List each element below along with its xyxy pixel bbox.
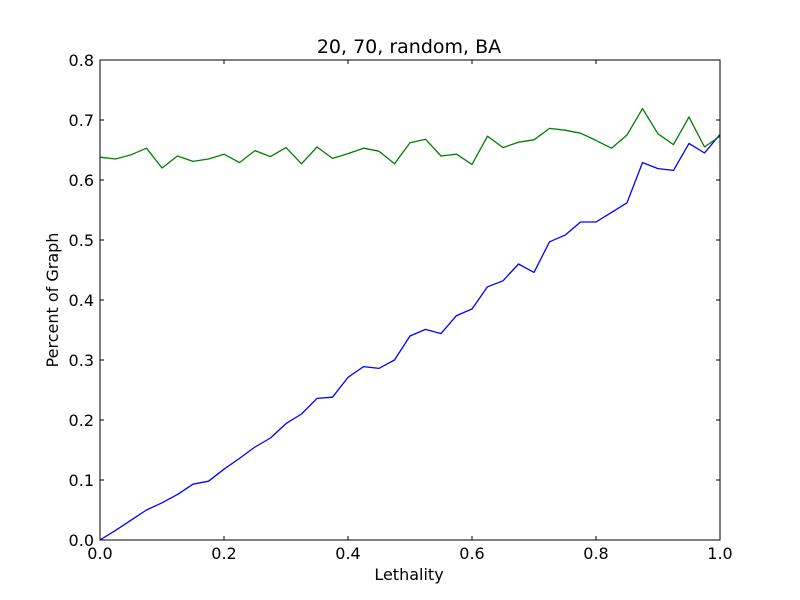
chart-title: 20, 70, random, BA: [317, 36, 501, 58]
plot-frame: [99, 59, 721, 541]
y-tick-label: 0.6: [69, 171, 94, 190]
y-tick-label: 0.8: [69, 51, 94, 70]
series-layer: [99, 107, 721, 541]
y-tick-label: 0.0: [69, 531, 94, 550]
ticks-layer: 0.0 0.2 0.4 0.6 0.8 1.0 0.0 0.1 0.2 0.3 0.4 0.5 0.6 0…: [69, 51, 733, 563]
series-line-1: [99, 133, 721, 541]
y-axis-label: Percent of Graph: [43, 233, 62, 368]
y-tick-label: 0.4: [69, 291, 94, 310]
y-tick-label: 0.1: [69, 471, 94, 490]
series-line-2: [99, 107, 721, 169]
x-tick-label: 1.0: [707, 544, 732, 563]
x-tick-label: 0.6: [459, 544, 484, 563]
x-tick-label: 0.2: [211, 544, 236, 563]
y-tick-label: 0.2: [69, 411, 94, 430]
y-tick-label: 0.7: [69, 111, 94, 130]
y-tick-label: 0.5: [69, 231, 94, 250]
x-tick-label: 0.0: [87, 544, 112, 563]
x-axis-label: Lethality: [374, 565, 443, 584]
x-tick-label: 0.8: [583, 544, 608, 563]
x-tick-label: 0.4: [335, 544, 360, 563]
y-tick-label: 0.3: [69, 351, 94, 370]
